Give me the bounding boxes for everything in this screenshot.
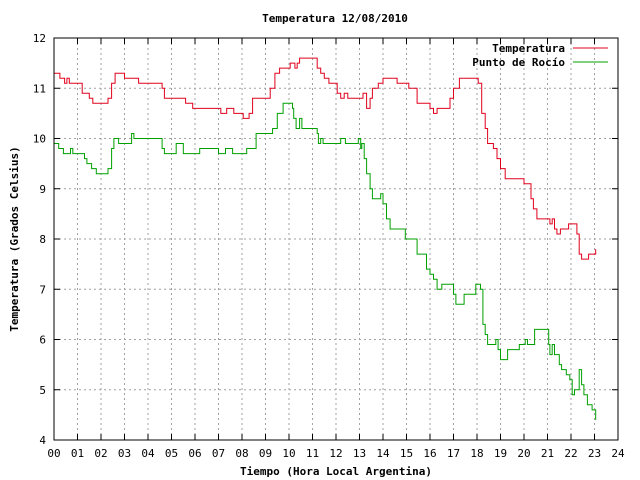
- series-lines: [54, 57, 597, 420]
- x-tick-label: 00: [47, 447, 60, 460]
- x-tick-label: 16: [423, 447, 436, 460]
- x-tick-label: 06: [188, 447, 201, 460]
- x-tick-label: 03: [118, 447, 131, 460]
- x-tick-label: 10: [282, 447, 295, 460]
- x-tick-label: 19: [494, 447, 507, 460]
- x-tick-label: 02: [94, 447, 107, 460]
- x-tick-label: 05: [165, 447, 178, 460]
- y-tick-label: 12: [33, 32, 46, 45]
- grid: [54, 38, 618, 440]
- y-tick-label: 11: [33, 82, 46, 95]
- x-axis-label: Tiempo (Hora Local Argentina): [240, 465, 432, 478]
- y-tick-label: 8: [39, 233, 46, 246]
- chart-title: Temperatura 12/08/2010: [262, 12, 408, 25]
- x-tick-label: 09: [259, 447, 272, 460]
- x-tick-label: 17: [447, 447, 460, 460]
- x-tick-label: 20: [517, 447, 530, 460]
- x-tick-label: 08: [235, 447, 248, 460]
- x-tick-label: 01: [71, 447, 84, 460]
- axis-ticks: 00 01 02 03 04 05 06 07 08 09 10 11 12 13 14 15 16 17 18 19…: [33, 32, 625, 460]
- x-tick-label: 14: [376, 447, 390, 460]
- y-tick-label: 7: [39, 283, 46, 296]
- y-axis-label: Temperatura (Grados Celsius): [8, 146, 21, 331]
- x-tick-label: 18: [470, 447, 483, 460]
- x-tick-label: 22: [564, 447, 577, 460]
- y-tick-label: 6: [39, 334, 46, 347]
- y-tick-label: 10: [33, 133, 46, 146]
- x-tick-label: 21: [541, 447, 554, 460]
- x-tick-label: 11: [306, 447, 319, 460]
- y-tick-label: 4: [39, 434, 46, 447]
- x-tick-label: 24: [611, 447, 625, 460]
- dew-point-line: [54, 102, 597, 420]
- legend-label: Temperatura: [492, 42, 565, 55]
- x-tick-label: 04: [141, 447, 155, 460]
- temperature-line: [54, 57, 597, 260]
- x-tick-label: 12: [329, 447, 342, 460]
- x-tick-label: 13: [353, 447, 366, 460]
- y-tick-label: 5: [39, 384, 46, 397]
- x-tick-label: 15: [400, 447, 413, 460]
- x-tick-label: 07: [212, 447, 225, 460]
- y-tick-label: 9: [39, 183, 46, 196]
- x-tick-label: 23: [588, 447, 601, 460]
- legend-label: Punto de Rocío: [472, 56, 565, 69]
